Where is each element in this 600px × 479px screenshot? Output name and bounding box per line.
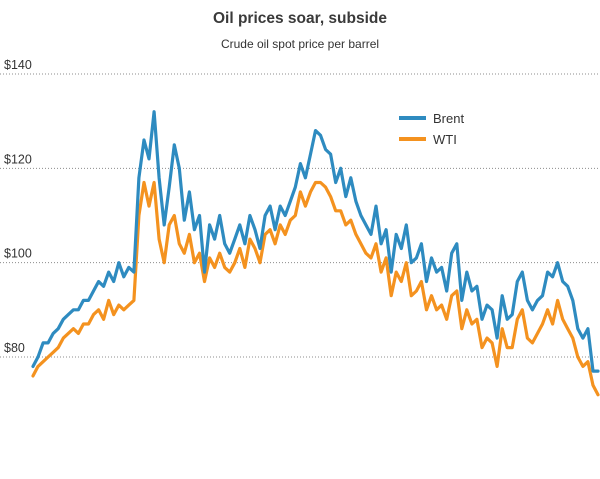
- y-tick-label: $80: [4, 341, 25, 355]
- legend-label-brent: Brent: [433, 111, 464, 126]
- series-line-wti: [31, 180, 600, 397]
- y-tick-label: $120: [4, 152, 32, 166]
- series-line-brent: [31, 110, 600, 373]
- y-tick-label: $100: [4, 247, 32, 261]
- chart-subtitle: Crude oil spot price per barrel: [220, 37, 380, 51]
- legend-label-wti: WTI: [433, 132, 457, 147]
- chart-title: Oil prices soar, subside: [212, 10, 388, 27]
- y-axis-tick-labels: $140 $120 $100 $80: [4, 58, 32, 355]
- series-lines: [31, 110, 600, 397]
- y-tick-label: $140: [4, 58, 32, 72]
- legend: Brent WTI: [399, 111, 464, 147]
